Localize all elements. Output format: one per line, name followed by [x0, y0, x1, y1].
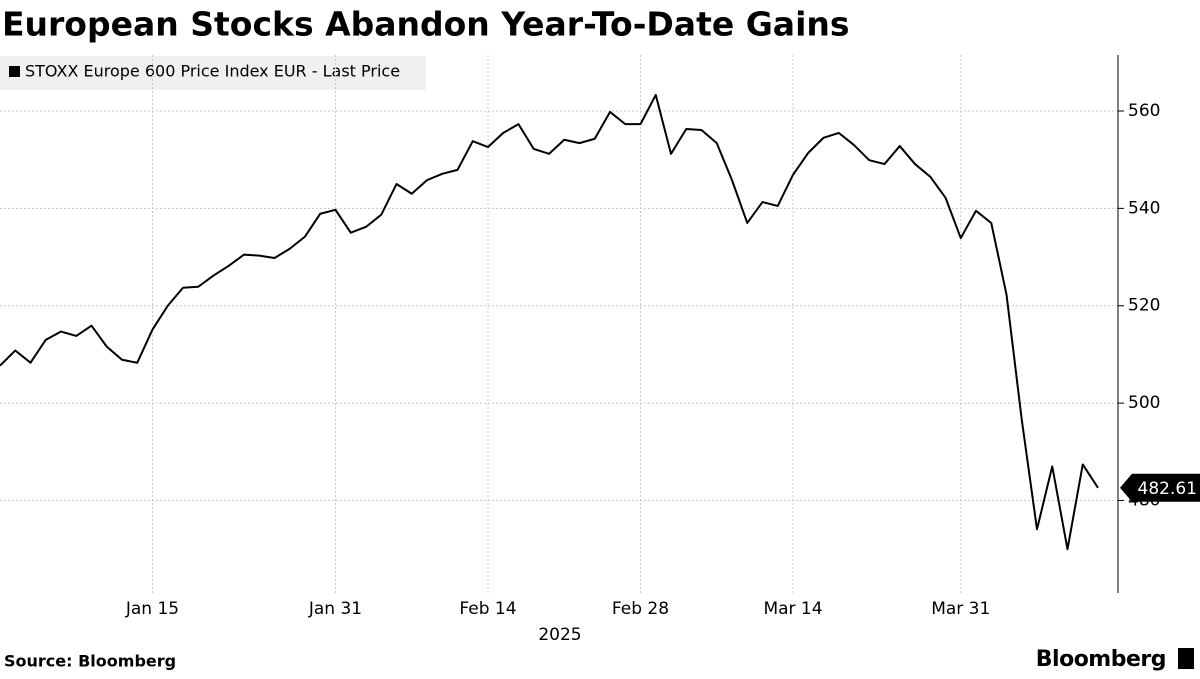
- x-tick-label: Mar 14: [763, 599, 822, 619]
- x-tick-label: Jan 31: [308, 599, 362, 619]
- brand-icon: [1178, 648, 1194, 669]
- y-tick-label: 500: [1128, 393, 1160, 413]
- x-axis-label: 2025: [538, 625, 581, 645]
- chart-title: European Stocks Abandon Year-To-Date Gai…: [2, 5, 850, 44]
- y-tick-label: 520: [1128, 296, 1160, 316]
- line: [0, 93, 1099, 551]
- source: Source: Bloomberg: [4, 652, 176, 671]
- last-value-tag: [1120, 473, 1200, 502]
- legend-swatch: [9, 66, 20, 77]
- x-tick-label: Mar 31: [931, 599, 990, 619]
- y-tick-label: 540: [1128, 198, 1160, 218]
- x-tick-label: Feb 14: [459, 599, 516, 619]
- legend-label: STOXX Europe 600 Price Index EUR - Last …: [25, 62, 400, 81]
- x-tick-label: Feb 28: [612, 599, 669, 619]
- brand: Bloomberg: [1036, 647, 1166, 672]
- x-tick-label: Jan 15: [125, 599, 179, 619]
- last-value-label: 482.61: [1138, 479, 1197, 499]
- y-tick-label: 560: [1128, 101, 1160, 121]
- legend-box: [0, 56, 426, 90]
